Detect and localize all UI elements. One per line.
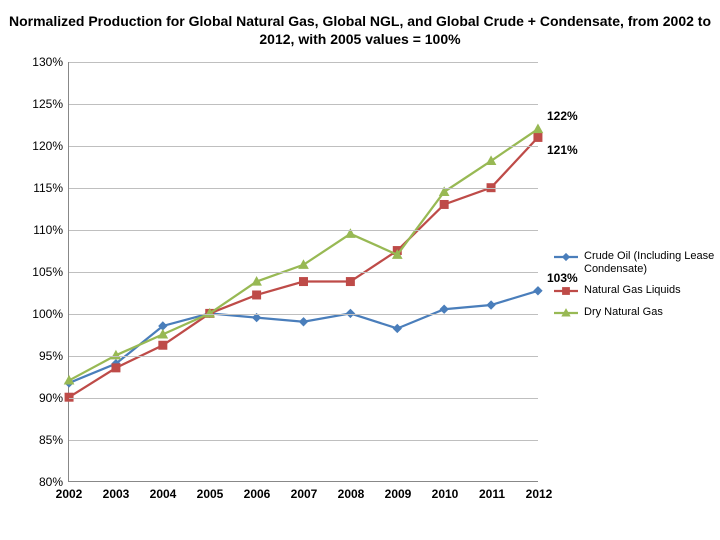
gridline: [69, 272, 538, 273]
x-tick-label: 2005: [197, 487, 224, 501]
data-marker: [533, 125, 542, 133]
chart-container: Normalized Production for Global Natural…: [0, 0, 720, 540]
chart-title: Normalized Production for Global Natural…: [0, 12, 720, 48]
legend-label: Crude Oil (Including Lease Condensate): [584, 250, 719, 276]
series-line: [69, 291, 538, 383]
gridline: [69, 314, 538, 315]
x-tick-label: 2011: [479, 487, 505, 501]
gridline: [69, 104, 538, 105]
y-tick-label: 110%: [33, 223, 63, 237]
gridline: [69, 356, 538, 357]
y-tick-label: 105%: [32, 265, 63, 279]
legend-swatch: [554, 307, 578, 319]
legend-item: Dry Natural Gas: [554, 306, 719, 319]
gridline: [69, 440, 538, 441]
data-marker: [563, 254, 570, 261]
gridline: [69, 146, 538, 147]
y-tick-label: 115%: [33, 181, 63, 195]
legend-label: Natural Gas Liquids: [584, 284, 719, 297]
data-marker: [112, 364, 120, 372]
legend-label: Dry Natural Gas: [584, 306, 719, 319]
legend-item: Natural Gas Liquids: [554, 284, 719, 297]
x-tick-label: 2002: [56, 487, 83, 501]
x-tick-label: 2010: [432, 487, 459, 501]
legend-swatch: [554, 285, 578, 297]
data-marker: [440, 200, 448, 208]
x-tick-label: 2009: [385, 487, 412, 501]
x-tick-label: 2012: [526, 487, 553, 501]
x-tick-label: 2003: [103, 487, 130, 501]
data-marker: [159, 341, 167, 349]
legend: Crude Oil (Including Lease Condensate) Na…: [554, 250, 719, 327]
y-tick-label: 95%: [39, 349, 63, 363]
x-tick-label: 2004: [150, 487, 177, 501]
plot-area: 80%85%90%95%100%105%110%115%120%125%130%…: [68, 62, 538, 482]
y-tick-label: 100%: [32, 307, 63, 321]
data-label: 121%: [547, 143, 578, 157]
gridline: [69, 230, 538, 231]
data-marker: [563, 288, 570, 295]
y-tick-label: 120%: [32, 139, 63, 153]
data-marker: [253, 291, 261, 299]
legend-swatch: [554, 251, 578, 263]
data-label: 122%: [547, 109, 578, 123]
gridline: [69, 188, 538, 189]
gridline: [69, 62, 538, 63]
y-tick-label: 130%: [32, 55, 63, 69]
series-line: [69, 129, 538, 380]
gridline: [69, 398, 538, 399]
data-marker: [346, 278, 354, 286]
data-marker: [300, 318, 308, 326]
data-marker: [487, 301, 495, 309]
data-marker: [534, 133, 542, 141]
y-tick-label: 90%: [39, 391, 63, 405]
y-tick-label: 125%: [32, 97, 63, 111]
data-marker: [300, 278, 308, 286]
data-marker: [440, 305, 448, 313]
data-marker: [393, 324, 401, 332]
x-tick-label: 2008: [338, 487, 365, 501]
legend-item: Crude Oil (Including Lease Condensate): [554, 250, 719, 276]
data-marker: [534, 287, 542, 295]
x-tick-label: 2006: [244, 487, 271, 501]
y-tick-label: 85%: [39, 433, 63, 447]
x-tick-label: 2007: [291, 487, 318, 501]
